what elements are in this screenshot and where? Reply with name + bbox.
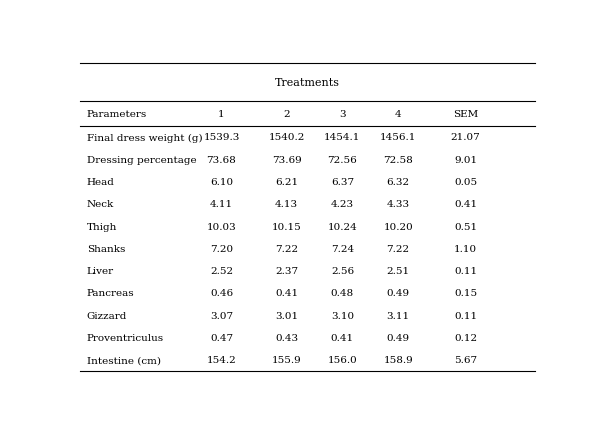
Text: 10.15: 10.15 xyxy=(272,222,301,231)
Text: 0.43: 0.43 xyxy=(275,333,298,342)
Text: 1: 1 xyxy=(218,110,225,119)
Text: 9.01: 9.01 xyxy=(454,155,477,164)
Text: 0.11: 0.11 xyxy=(454,267,477,276)
Text: 2.52: 2.52 xyxy=(210,267,233,276)
Text: 6.10: 6.10 xyxy=(210,178,233,187)
Text: 0.15: 0.15 xyxy=(454,289,477,298)
Text: 0.46: 0.46 xyxy=(210,289,233,298)
Text: Parameters: Parameters xyxy=(86,110,147,119)
Text: 73.69: 73.69 xyxy=(272,155,301,164)
Text: 73.68: 73.68 xyxy=(206,155,236,164)
Text: Dressing percentage: Dressing percentage xyxy=(86,155,196,164)
Text: 2: 2 xyxy=(283,110,290,119)
Text: 0.51: 0.51 xyxy=(454,222,477,231)
Text: 6.21: 6.21 xyxy=(275,178,298,187)
Text: Shanks: Shanks xyxy=(86,244,125,253)
Text: 72.58: 72.58 xyxy=(383,155,413,164)
Text: 10.20: 10.20 xyxy=(383,222,413,231)
Text: 1454.1: 1454.1 xyxy=(324,133,361,142)
Text: 156.0: 156.0 xyxy=(328,355,357,364)
Text: Neck: Neck xyxy=(86,200,114,209)
Text: 3.07: 3.07 xyxy=(210,311,233,320)
Text: 1539.3: 1539.3 xyxy=(203,133,239,142)
Text: 21.07: 21.07 xyxy=(451,133,481,142)
Text: 3.11: 3.11 xyxy=(386,311,410,320)
Text: 0.47: 0.47 xyxy=(210,333,233,342)
Text: 7.22: 7.22 xyxy=(386,244,410,253)
Text: Final dress weight (g): Final dress weight (g) xyxy=(86,133,202,142)
Text: 2.37: 2.37 xyxy=(275,267,298,276)
Text: 72.56: 72.56 xyxy=(328,155,357,164)
Text: 155.9: 155.9 xyxy=(272,355,301,364)
Text: 4.13: 4.13 xyxy=(275,200,298,209)
Text: Treatments: Treatments xyxy=(275,78,340,88)
Text: 0.49: 0.49 xyxy=(386,333,410,342)
Text: Thigh: Thigh xyxy=(86,222,117,231)
Text: 7.24: 7.24 xyxy=(331,244,354,253)
Text: 4.23: 4.23 xyxy=(331,200,354,209)
Text: 0.49: 0.49 xyxy=(386,289,410,298)
Text: 1.10: 1.10 xyxy=(454,244,477,253)
Text: 1540.2: 1540.2 xyxy=(268,133,305,142)
Text: 4.33: 4.33 xyxy=(386,200,410,209)
Text: 7.22: 7.22 xyxy=(275,244,298,253)
Text: 2.51: 2.51 xyxy=(386,267,410,276)
Text: 4: 4 xyxy=(395,110,401,119)
Text: 3.10: 3.10 xyxy=(331,311,354,320)
Text: 6.37: 6.37 xyxy=(331,178,354,187)
Text: 0.11: 0.11 xyxy=(454,311,477,320)
Text: 7.20: 7.20 xyxy=(210,244,233,253)
Text: Gizzard: Gizzard xyxy=(86,311,127,320)
Text: 1456.1: 1456.1 xyxy=(380,133,416,142)
Text: 6.32: 6.32 xyxy=(386,178,410,187)
Text: Proventriculus: Proventriculus xyxy=(86,333,164,342)
Text: Liver: Liver xyxy=(86,267,114,276)
Text: 5.67: 5.67 xyxy=(454,355,477,364)
Text: 4.11: 4.11 xyxy=(210,200,233,209)
Text: 0.41: 0.41 xyxy=(331,333,354,342)
Text: 0.12: 0.12 xyxy=(454,333,477,342)
Text: 0.48: 0.48 xyxy=(331,289,354,298)
Text: Head: Head xyxy=(86,178,115,187)
Text: SEM: SEM xyxy=(453,110,478,119)
Text: 2.56: 2.56 xyxy=(331,267,354,276)
Text: Pancreas: Pancreas xyxy=(86,289,134,298)
Text: 158.9: 158.9 xyxy=(383,355,413,364)
Text: 3: 3 xyxy=(339,110,346,119)
Text: 10.24: 10.24 xyxy=(328,222,357,231)
Text: 10.03: 10.03 xyxy=(206,222,236,231)
Text: 0.05: 0.05 xyxy=(454,178,477,187)
Text: 0.41: 0.41 xyxy=(275,289,298,298)
Text: 154.2: 154.2 xyxy=(206,355,236,364)
Text: 0.41: 0.41 xyxy=(454,200,477,209)
Text: Intestine (cm): Intestine (cm) xyxy=(86,355,161,364)
Text: 3.01: 3.01 xyxy=(275,311,298,320)
